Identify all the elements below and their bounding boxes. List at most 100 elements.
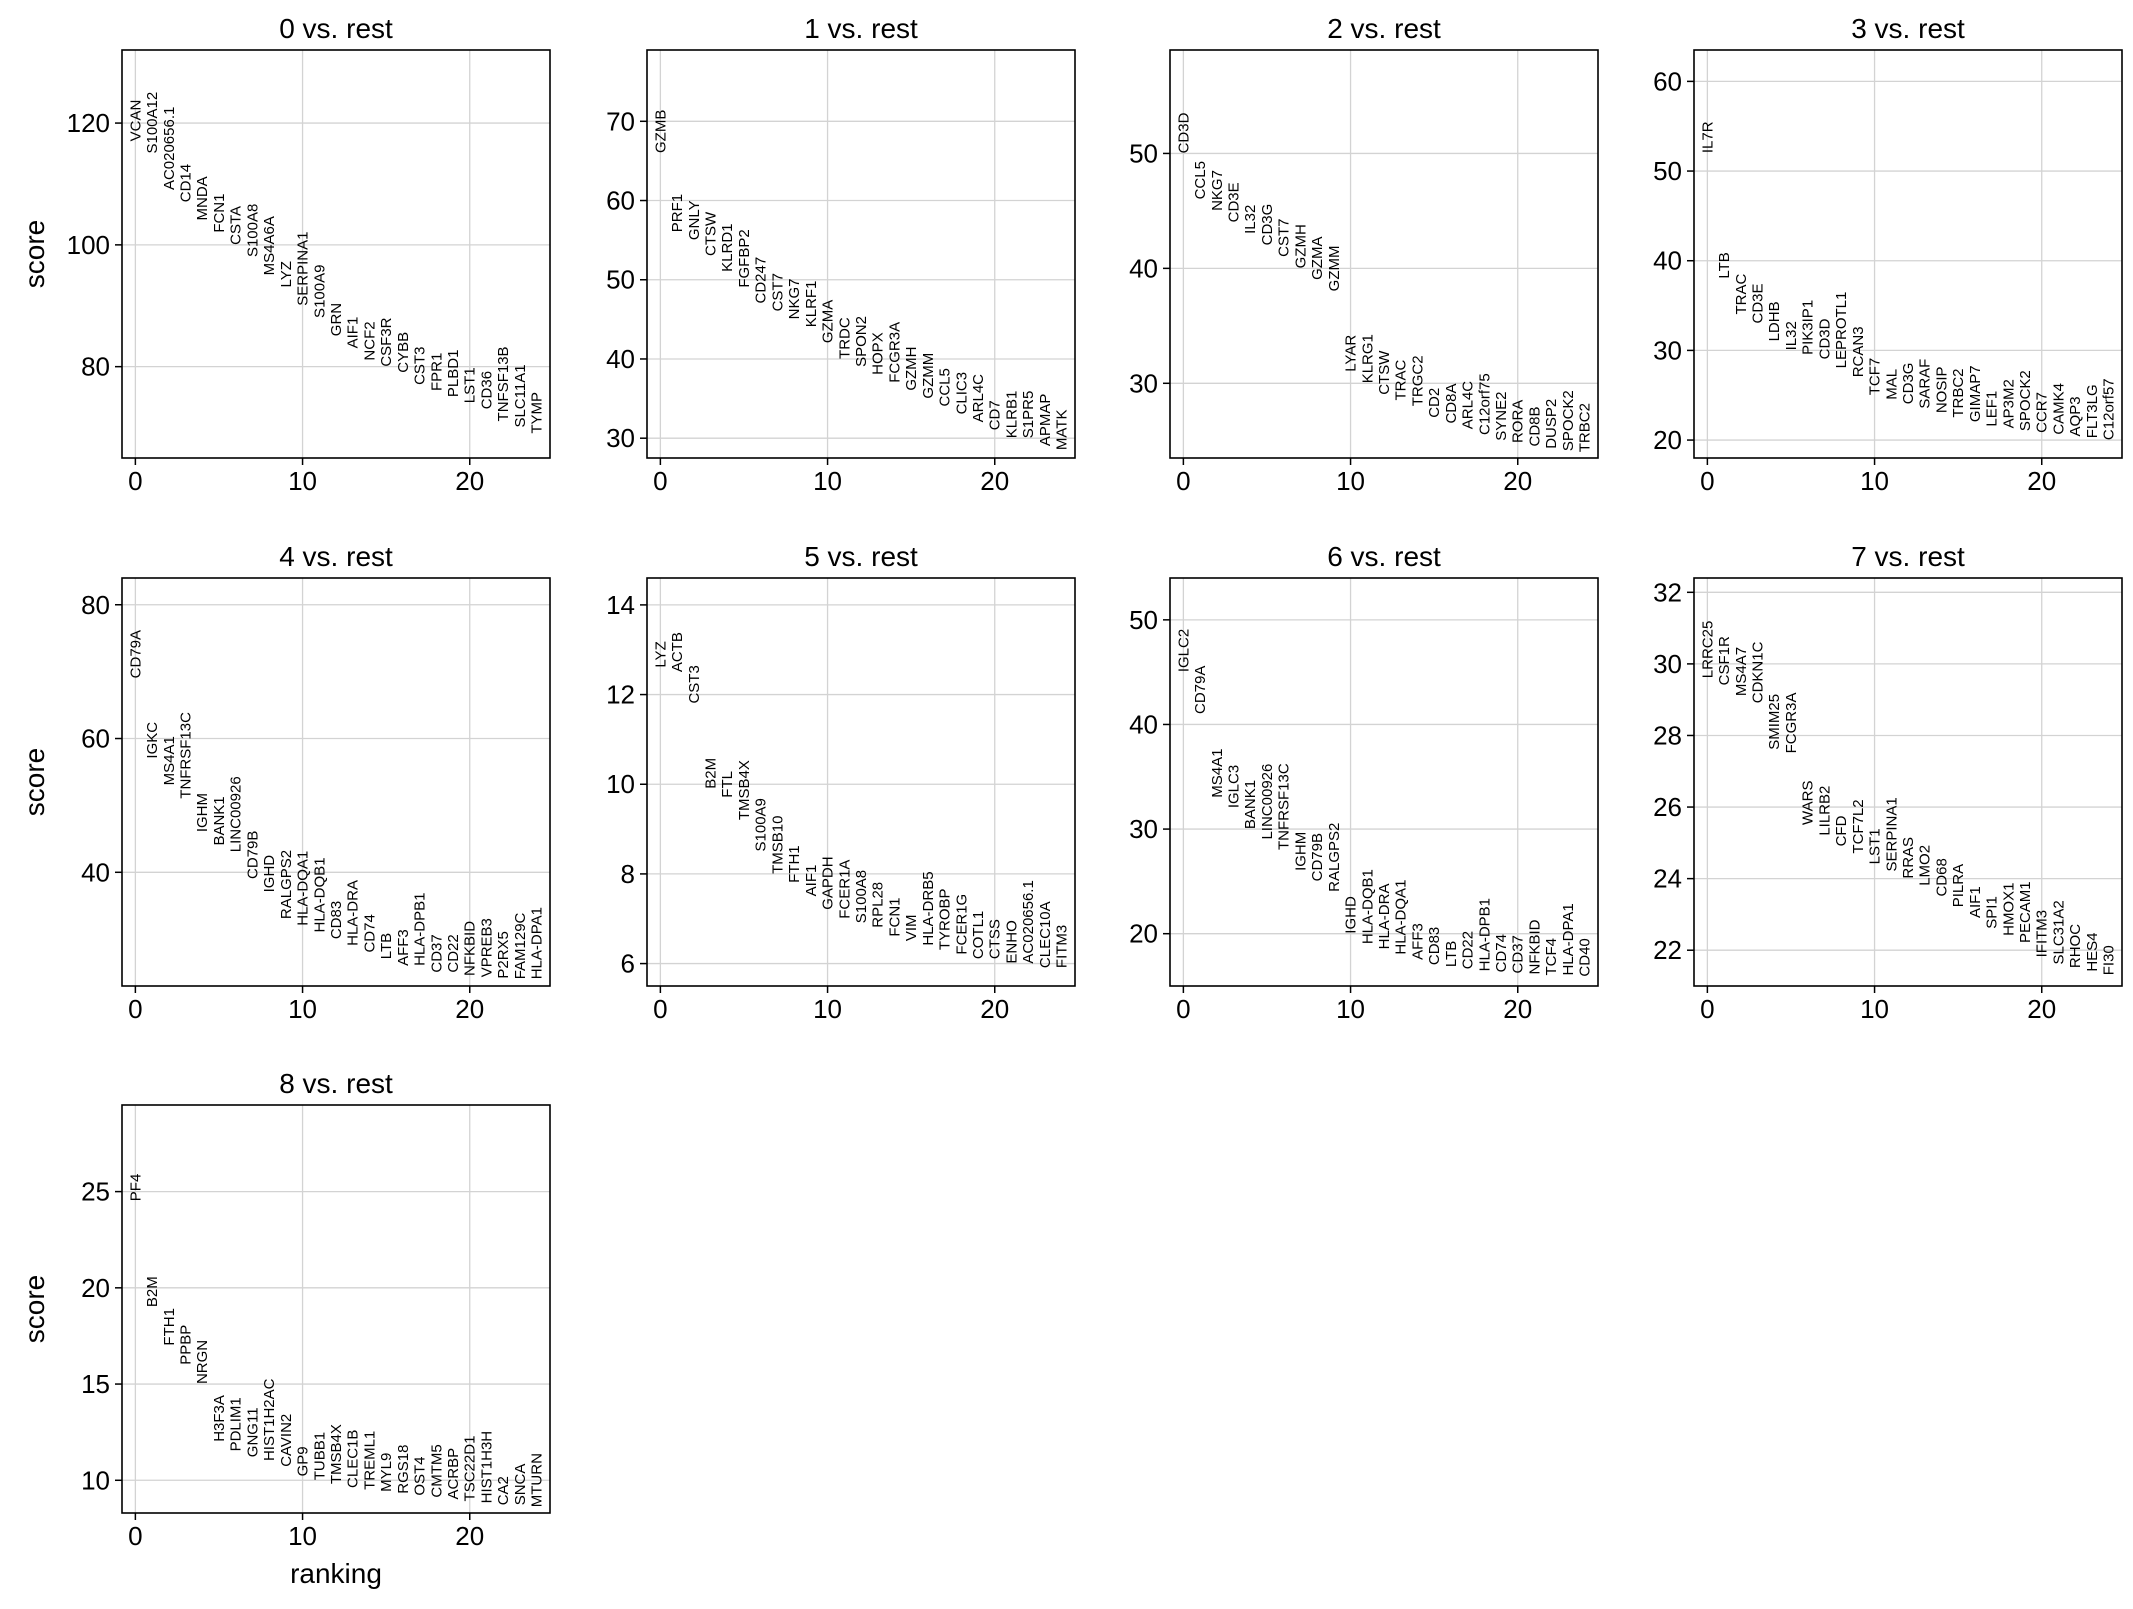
plot-frame (121, 49, 551, 459)
gene-label: TRAC (1393, 360, 1410, 401)
x-tick-label: 10 (813, 994, 842, 1024)
gene-label: SMIM25 (1766, 694, 1783, 750)
gene-label: CST3 (686, 665, 703, 703)
gene-label: KLRF1 (803, 281, 820, 328)
gene-label: CSF1R (1716, 636, 1733, 685)
x-tick-label: 0 (1176, 994, 1190, 1024)
x-tick-label: 0 (128, 994, 142, 1024)
gene-label: FCER1A (836, 860, 853, 919)
plot-frame (646, 577, 1076, 987)
y-tick-label: 40 (606, 344, 635, 374)
gene-label: AFF3 (1409, 923, 1426, 960)
gene-label: VIM (903, 914, 920, 941)
y-tick-label: 10 (606, 769, 635, 799)
gene-label: GZMA (820, 300, 837, 343)
gene-label: MS4A6A (261, 216, 278, 275)
gene-label: FCGR3A (1783, 693, 1800, 754)
gene-label: CLIC3 (953, 372, 970, 415)
gene-label: HLA-DPA1 (529, 907, 546, 979)
gene-label: GNG11 (244, 1407, 261, 1457)
gene-label: SPON2 (853, 316, 870, 367)
gene-label: CFD (1833, 815, 1850, 846)
gene-label: CD3G (1259, 204, 1276, 246)
x-tick-label: 0 (128, 1521, 142, 1551)
gene-label: MTURN (529, 1453, 546, 1507)
panel-title: 6 vs. rest (1327, 541, 1441, 572)
gene-label: CD83 (1426, 927, 1443, 965)
gene-label: CTSW (1376, 350, 1393, 395)
gene-label: PLBD1 (445, 350, 462, 398)
gene-label: IGHM (194, 793, 211, 832)
gene-label: NFKBID (462, 921, 479, 976)
gene-label: GP9 (295, 1446, 312, 1476)
gene-label: NCF2 (361, 321, 378, 360)
plot-frame (1693, 577, 2123, 987)
gene-label: SERPINA1 (295, 232, 312, 306)
gene-label: FAM129C (512, 912, 529, 979)
gene-label: SPOCK2 (2017, 370, 2034, 431)
gene-label: TRAC (1733, 274, 1750, 315)
gene-label: CCR7 (2034, 392, 2051, 433)
y-tick-label: 20 (81, 1273, 110, 1303)
gene-label: MS4A1 (161, 736, 178, 785)
gene-label: HLA-DPB1 (412, 893, 429, 966)
gene-label: APMAP (1037, 394, 1054, 447)
gene-label: TYMP (529, 392, 546, 434)
gene-label: SLC11A1 (512, 364, 529, 427)
y-tick-label: 40 (81, 857, 110, 887)
gene-label: TNFRSF13C (1276, 763, 1293, 850)
gene-label: DUSP2 (1543, 399, 1560, 449)
gene-label: TRGC2 (1409, 355, 1426, 406)
gene-label: AIF1 (345, 317, 362, 349)
y-tick-label: 26 (1653, 792, 1682, 822)
panel-title: 3 vs. rest (1851, 13, 1965, 44)
gene-label: HLA-DRA (1376, 884, 1393, 950)
x-tick-label: 10 (1336, 994, 1365, 1024)
gene-label: TREML1 (361, 1431, 378, 1490)
gene-label: LDHB (1766, 301, 1783, 341)
gene-label: CST7 (1276, 219, 1293, 257)
gene-label: CST3 (412, 347, 429, 385)
y-tick-label: 30 (1129, 368, 1158, 398)
gene-label: LILRB2 (1816, 786, 1833, 836)
gene-label: SLC31A2 (2050, 900, 2067, 964)
gene-label: SPI1 (1984, 896, 2001, 929)
gene-label: TRBC2 (1577, 403, 1594, 452)
gene-label: CST7 (769, 273, 786, 311)
gene-label: C12orf57 (2101, 378, 2118, 440)
gene-label: NRGN (194, 1340, 211, 1384)
gene-label: VPREB3 (478, 918, 495, 977)
y-tick-label: 15 (81, 1369, 110, 1399)
gene-label: COTL1 (970, 911, 987, 959)
gene-label: HMOX1 (2000, 883, 2017, 936)
gene-label: PPBP (178, 1325, 195, 1365)
gene-label: NKG7 (1209, 170, 1226, 211)
plot-frame (121, 577, 551, 987)
gene-label: GIMAP7 (1967, 365, 1984, 422)
plot-frame (1693, 49, 2123, 459)
gene-label: TNFSF13B (495, 346, 512, 421)
y-axis-label: score (19, 220, 50, 288)
gene-label: CLEC10A (1037, 901, 1054, 968)
gene-label: ENHO (1003, 920, 1020, 963)
gene-label: LINC00926 (1259, 764, 1276, 840)
gene-label: IGHD (261, 855, 278, 893)
gene-label: AIF1 (803, 865, 820, 897)
gene-label: CCL5 (1192, 161, 1209, 199)
y-tick-label: 24 (1653, 864, 1682, 894)
gene-label: RALGPS2 (1326, 823, 1343, 892)
gene-label: CD79B (244, 831, 261, 879)
gene-label: B2M (703, 758, 720, 789)
gene-label: CSF3R (378, 317, 395, 366)
gene-label: SERPINA1 (1883, 797, 1900, 871)
gene-label: SNCA (512, 1464, 529, 1506)
gene-label: ACTB (669, 632, 686, 672)
gene-label: TMSB4X (736, 760, 753, 820)
gene-label: GZMH (1292, 224, 1309, 268)
x-tick-label: 0 (1700, 994, 1714, 1024)
gene-label: GZMA (1309, 237, 1326, 280)
gene-label: LEF1 (1984, 391, 2001, 427)
